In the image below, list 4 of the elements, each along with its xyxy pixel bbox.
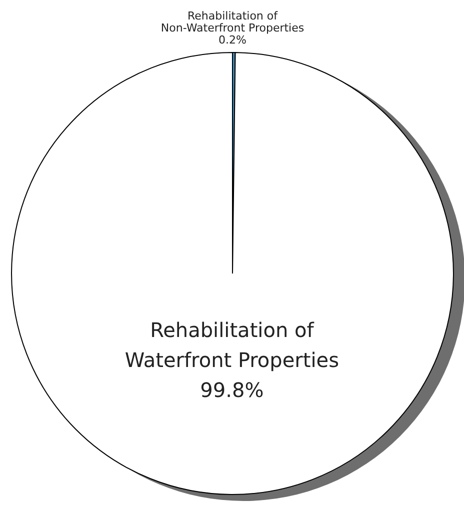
slice-label: Rehabilitation of Non-Waterfront Properties [160, 9, 304, 34]
data-label: 99.8% [200, 378, 264, 402]
data-label: 0.2% [218, 33, 246, 46]
slice-label: Rehabilitation of Waterfront Properties [124, 318, 340, 372]
